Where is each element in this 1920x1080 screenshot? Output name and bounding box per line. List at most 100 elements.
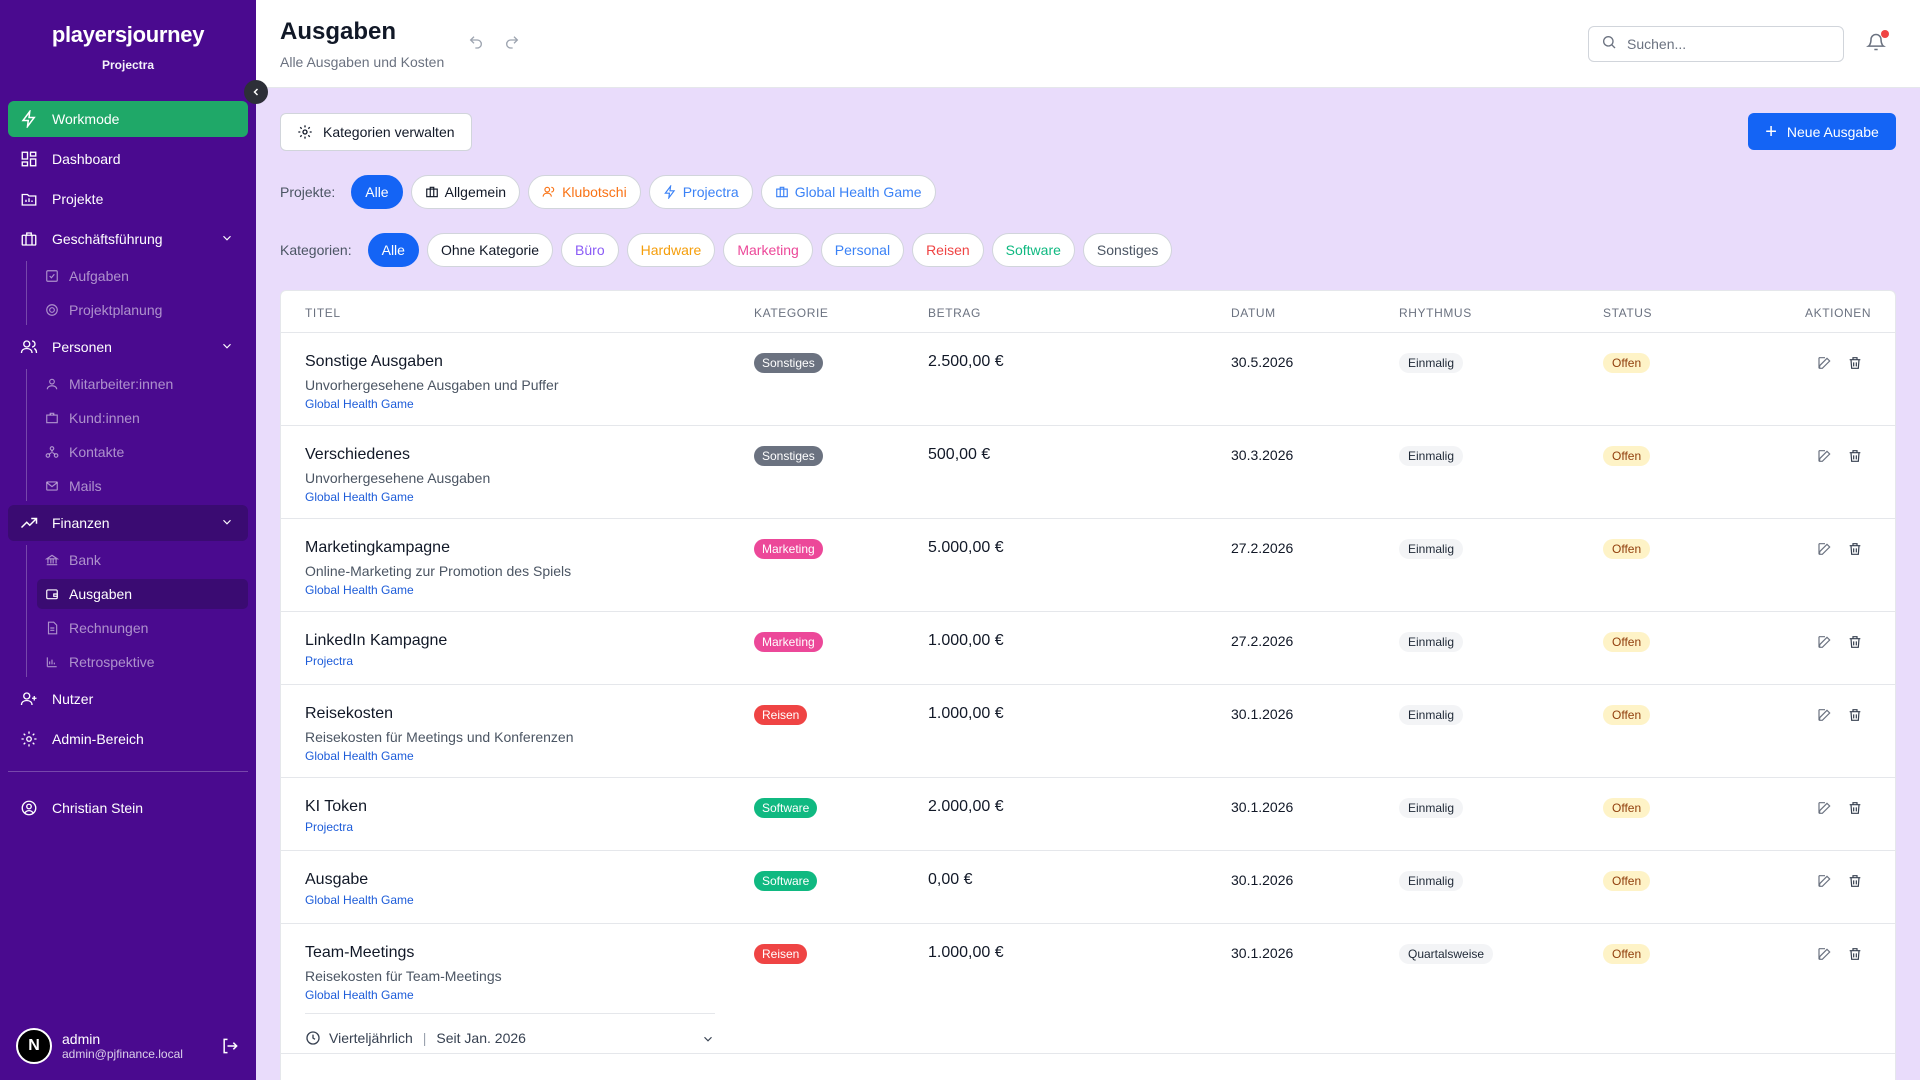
- category-filter-alle[interactable]: Alle: [367, 233, 419, 267]
- category-filter-reisen[interactable]: Reisen: [912, 233, 984, 267]
- sidebar-item-mitarbeiter[interactable]: Mitarbeiter:innen: [37, 369, 248, 399]
- trash-icon[interactable]: [1847, 707, 1863, 728]
- table-header: TITEL KATEGORIE BETRAG DATUM RHYTHMUS ST…: [281, 291, 1895, 333]
- button-label: Kategorien verwalten: [323, 124, 455, 140]
- edit-icon[interactable]: [1817, 707, 1833, 728]
- project-filter-allgemein[interactable]: Allgemein: [410, 175, 521, 209]
- expense-project-link[interactable]: Global Health Game: [305, 988, 414, 1002]
- column-header-kategorie[interactable]: KATEGORIE: [754, 306, 829, 320]
- table-row[interactable]: Team-Meetings Reisekosten für Team-Meetin…: [281, 924, 1895, 1054]
- sidebar-item-label: Admin-Bereich: [52, 731, 144, 747]
- category-filter-marketing[interactable]: Marketing: [723, 233, 813, 267]
- project-filter-alle[interactable]: Alle: [351, 175, 403, 209]
- category-badge: Sonstiges: [754, 353, 823, 373]
- undo-icon[interactable]: [468, 34, 484, 55]
- sidebar-item-nutzer[interactable]: Nutzer: [8, 681, 248, 717]
- edit-icon[interactable]: [1817, 541, 1833, 562]
- category-filter-hardware[interactable]: Hardware: [626, 233, 716, 267]
- edit-icon[interactable]: [1817, 448, 1833, 469]
- trash-icon[interactable]: [1847, 541, 1863, 562]
- column-header-betrag[interactable]: BETRAG: [928, 306, 981, 320]
- expense-project-link[interactable]: Global Health Game: [305, 397, 414, 411]
- search-input[interactable]: [1627, 36, 1827, 52]
- table-row[interactable]: Verschiedenes Unvorhergesehene Ausgaben Gl…: [281, 426, 1895, 519]
- expense-project-link[interactable]: Global Health Game: [305, 893, 414, 907]
- category-filter-personal[interactable]: Personal: [820, 233, 905, 267]
- column-header-titel[interactable]: TITEL: [305, 306, 341, 320]
- category-filter-buero[interactable]: Büro: [561, 233, 619, 267]
- briefcase-icon: [775, 185, 789, 199]
- sidebar-item-dashboard[interactable]: Dashboard: [8, 141, 248, 177]
- sidebar-item-bank[interactable]: Bank: [37, 545, 248, 575]
- table-row[interactable]: Marketingkampagne Online-Marketing zur Pr…: [281, 519, 1895, 612]
- document-icon: [45, 621, 59, 635]
- column-header-status[interactable]: STATUS: [1603, 306, 1653, 320]
- rhythm-badge: Einmalig: [1399, 871, 1464, 891]
- expense-project-link[interactable]: Projectra: [305, 654, 354, 668]
- sidebar-item-finanzen[interactable]: Finanzen: [8, 505, 248, 541]
- sidebar-item-aufgaben[interactable]: Aufgaben: [37, 261, 248, 291]
- sidebar-item-projekte[interactable]: Projekte: [8, 181, 248, 217]
- recurrence-info[interactable]: Vierteljährlich | Seit Jan. 2026: [305, 1013, 715, 1046]
- table-row[interactable]: Reisekosten Reisekosten für Meetings und …: [281, 685, 1895, 778]
- column-header-datum[interactable]: DATUM: [1231, 306, 1276, 320]
- sidebar-item-geschaeftsfuehrung[interactable]: Geschäftsführung: [8, 221, 248, 257]
- trash-icon[interactable]: [1847, 946, 1863, 967]
- project-filter-global-health-game[interactable]: Global Health Game: [760, 175, 936, 209]
- edit-icon[interactable]: [1817, 946, 1833, 967]
- column-header-rhythmus[interactable]: RHYTHMUS: [1399, 306, 1472, 320]
- redo-icon[interactable]: [504, 34, 520, 55]
- avatar[interactable]: N: [16, 1028, 52, 1064]
- sidebar-item-kontakte[interactable]: Kontakte: [37, 437, 248, 467]
- project-filter-klubotschi[interactable]: Klubotschi: [528, 175, 641, 209]
- trash-icon[interactable]: [1847, 873, 1863, 894]
- table-row[interactable]: LinkedIn Kampagne Projectra Marketing 1.000…: [281, 612, 1895, 685]
- table-row[interactable]: Ausgabe Global Health Game Software 0,00 € 3…: [281, 851, 1895, 924]
- trash-icon[interactable]: [1847, 800, 1863, 821]
- expense-project-link[interactable]: Global Health Game: [305, 490, 414, 504]
- cell-status: Offen: [1603, 446, 1651, 466]
- sidebar-item-projektplanung[interactable]: Projektplanung: [37, 295, 248, 325]
- sidebar-item-workmode[interactable]: Workmode: [8, 101, 248, 137]
- sidebar-collapse-button[interactable]: [244, 80, 268, 104]
- new-expense-button[interactable]: + Neue Ausgabe: [1748, 113, 1896, 150]
- expense-project-link[interactable]: Projectra: [305, 820, 354, 834]
- bell-icon[interactable]: [1866, 30, 1889, 57]
- category-filter-sonstiges[interactable]: Sonstiges: [1082, 233, 1173, 267]
- sidebar-item-mails[interactable]: Mails: [37, 471, 248, 501]
- sidebar-item-label: Projekte: [52, 191, 104, 207]
- cell-amount: 2.000,00 €: [928, 798, 1004, 815]
- sidebar-item-rechnungen[interactable]: Rechnungen: [37, 613, 248, 643]
- edit-icon[interactable]: [1817, 634, 1833, 655]
- expense-project-link[interactable]: Global Health Game: [305, 583, 414, 597]
- edit-icon[interactable]: [1817, 873, 1833, 894]
- cell-title: Sonstige Ausgaben Unvorhergesehene Ausgab…: [305, 353, 735, 411]
- trash-icon[interactable]: [1847, 448, 1863, 469]
- cell-title: LinkedIn Kampagne Projectra: [305, 632, 735, 668]
- sidebar-item-kunden[interactable]: Kund:innen: [37, 403, 248, 433]
- sidebar-item-retrospektive[interactable]: Retrospektive: [37, 647, 248, 677]
- trash-icon[interactable]: [1847, 355, 1863, 376]
- edit-icon[interactable]: [1817, 355, 1833, 376]
- logout-icon[interactable]: [220, 1036, 240, 1061]
- cell-category: Software: [754, 871, 818, 891]
- table-row[interactable]: KI Token Projectra Software 2.000,00 € 30.1.…: [281, 778, 1895, 851]
- submenu-geschaeftsfuehrung: Aufgaben Projektplanung: [26, 261, 248, 325]
- trending-up-icon: [20, 514, 38, 532]
- edit-icon[interactable]: [1817, 800, 1833, 821]
- sidebar-item-personen[interactable]: Personen: [8, 329, 248, 365]
- category-filter-software[interactable]: Software: [991, 233, 1075, 267]
- cell-category: Marketing: [754, 539, 823, 559]
- trash-icon[interactable]: [1847, 634, 1863, 655]
- project-filter-projectra[interactable]: Projectra: [648, 175, 753, 209]
- manage-categories-button[interactable]: Kategorien verwalten: [280, 113, 472, 151]
- sidebar-item-ausgaben[interactable]: Ausgaben: [37, 579, 248, 609]
- chevron-down-icon[interactable]: [701, 1032, 715, 1049]
- category-filter-ohne-kategorie[interactable]: Ohne Kategorie: [426, 233, 554, 267]
- expense-project-link[interactable]: Global Health Game: [305, 749, 414, 763]
- sidebar-item-profile[interactable]: Christian Stein: [8, 790, 248, 826]
- table-row[interactable]: Sonstige Ausgaben Unvorhergesehene Ausgab…: [281, 333, 1895, 426]
- sidebar-item-admin[interactable]: Admin-Bereich: [8, 721, 248, 757]
- user-circle-icon: [20, 799, 38, 817]
- user-icon: [45, 377, 59, 391]
